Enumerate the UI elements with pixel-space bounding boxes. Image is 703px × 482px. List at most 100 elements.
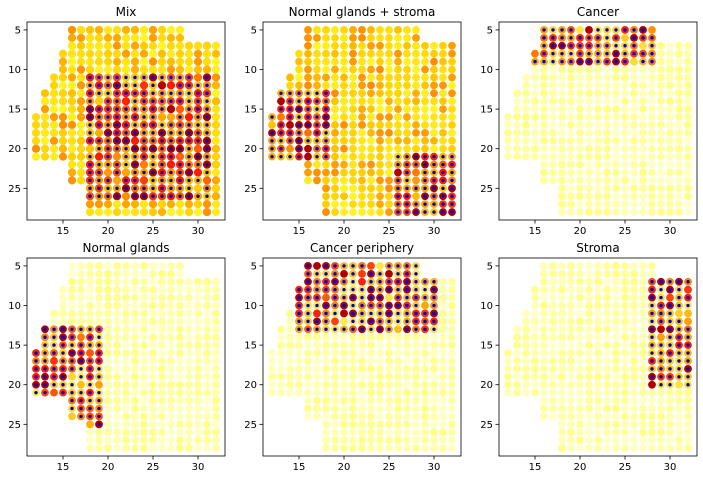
highlight-marker (378, 311, 382, 316)
highlight-marker (160, 123, 164, 127)
scatter-point (176, 364, 184, 373)
scatter-point (421, 444, 429, 452)
highlight-marker (315, 115, 319, 119)
scatter-point (639, 301, 647, 310)
scatter-point (304, 65, 312, 74)
scatter-point (448, 65, 456, 74)
scatter-point (594, 357, 602, 365)
scatter-point (621, 325, 629, 334)
scatter-point (313, 380, 321, 389)
scatter-point (104, 404, 112, 413)
highlight-marker (297, 327, 301, 331)
scatter-point (612, 428, 620, 437)
highlight-marker (178, 194, 182, 198)
highlight-marker (396, 264, 400, 268)
highlight-marker (79, 359, 83, 363)
scatter-point (176, 341, 184, 350)
scatter-point (549, 293, 557, 302)
scatter-point (304, 333, 312, 342)
scatter-point (103, 25, 113, 35)
highlight-marker (650, 375, 654, 379)
scatter-point (113, 341, 121, 350)
highlight-marker (187, 75, 191, 80)
scatter-point (95, 309, 103, 318)
highlight-marker (324, 272, 328, 276)
highlight-marker (169, 99, 173, 103)
scatter-point (567, 192, 575, 201)
highlight-marker (623, 51, 627, 56)
highlight-marker (306, 272, 310, 276)
scatter-point (211, 112, 221, 122)
scatter-point (358, 184, 366, 193)
scatter-point (621, 89, 629, 98)
scatter-point (657, 388, 665, 397)
scatter-point (603, 200, 611, 209)
highlight-marker (405, 186, 409, 191)
scatter-point (639, 192, 647, 201)
scatter-point (76, 168, 86, 177)
scatter-point (394, 396, 402, 405)
scatter-point (558, 341, 566, 350)
highlight-marker (79, 351, 83, 355)
scatter-point (376, 113, 384, 121)
scatter-point (113, 333, 121, 342)
scatter-point (412, 420, 420, 429)
scatter-point (140, 309, 148, 318)
highlight-marker (405, 170, 409, 175)
scatter-point (558, 192, 566, 201)
panel-title: Cancer periphery (310, 241, 414, 255)
scatter-point (412, 49, 420, 58)
panel-title: Normal glands + stroma (289, 5, 436, 19)
scatter-point (594, 404, 602, 413)
scatter-point (448, 372, 456, 381)
highlight-marker (115, 99, 119, 103)
highlight-marker (88, 398, 92, 403)
highlight-marker (677, 280, 681, 284)
highlight-marker (205, 170, 209, 175)
scatter-point (531, 128, 539, 137)
scatter-point (212, 444, 220, 452)
scatter-point (175, 41, 185, 50)
scatter-point (612, 160, 620, 169)
scatter-point (112, 33, 122, 42)
scatter-point (95, 277, 103, 286)
highlight-marker (88, 406, 92, 411)
scatter-point (193, 73, 203, 82)
highlight-marker (450, 170, 454, 175)
scatter-point (86, 420, 94, 429)
scatter-point (322, 388, 330, 397)
scatter-point (594, 317, 602, 326)
scatter-point (684, 73, 692, 82)
scatter-point (349, 168, 357, 177)
scatter-point (367, 200, 375, 209)
scatter-point (531, 105, 539, 114)
scatter-point (313, 33, 321, 42)
highlight-marker (578, 36, 582, 40)
scatter-point (621, 176, 629, 185)
scatter-point (385, 372, 393, 381)
scatter-point (657, 113, 665, 121)
scatter-point (666, 41, 674, 50)
scatter-point (684, 444, 692, 452)
highlight-marker (432, 287, 436, 292)
highlight-marker (315, 107, 319, 111)
scatter-point (403, 333, 411, 342)
x-tick-label: 15 (529, 462, 542, 473)
scatter-point (304, 33, 312, 42)
scatter-point (202, 65, 212, 74)
highlight-marker (450, 162, 454, 167)
highlight-marker (187, 170, 191, 175)
scatter-point (376, 65, 384, 74)
scatter-point (666, 436, 674, 445)
scatter-point (540, 380, 548, 389)
highlight-marker (169, 139, 173, 143)
highlight-marker (160, 131, 164, 135)
scatter-point (95, 436, 103, 445)
scatter-point (340, 444, 348, 452)
scatter-point (639, 41, 647, 50)
scatter-point (394, 57, 402, 66)
scatter-point (166, 25, 176, 35)
highlight-marker (115, 91, 119, 95)
